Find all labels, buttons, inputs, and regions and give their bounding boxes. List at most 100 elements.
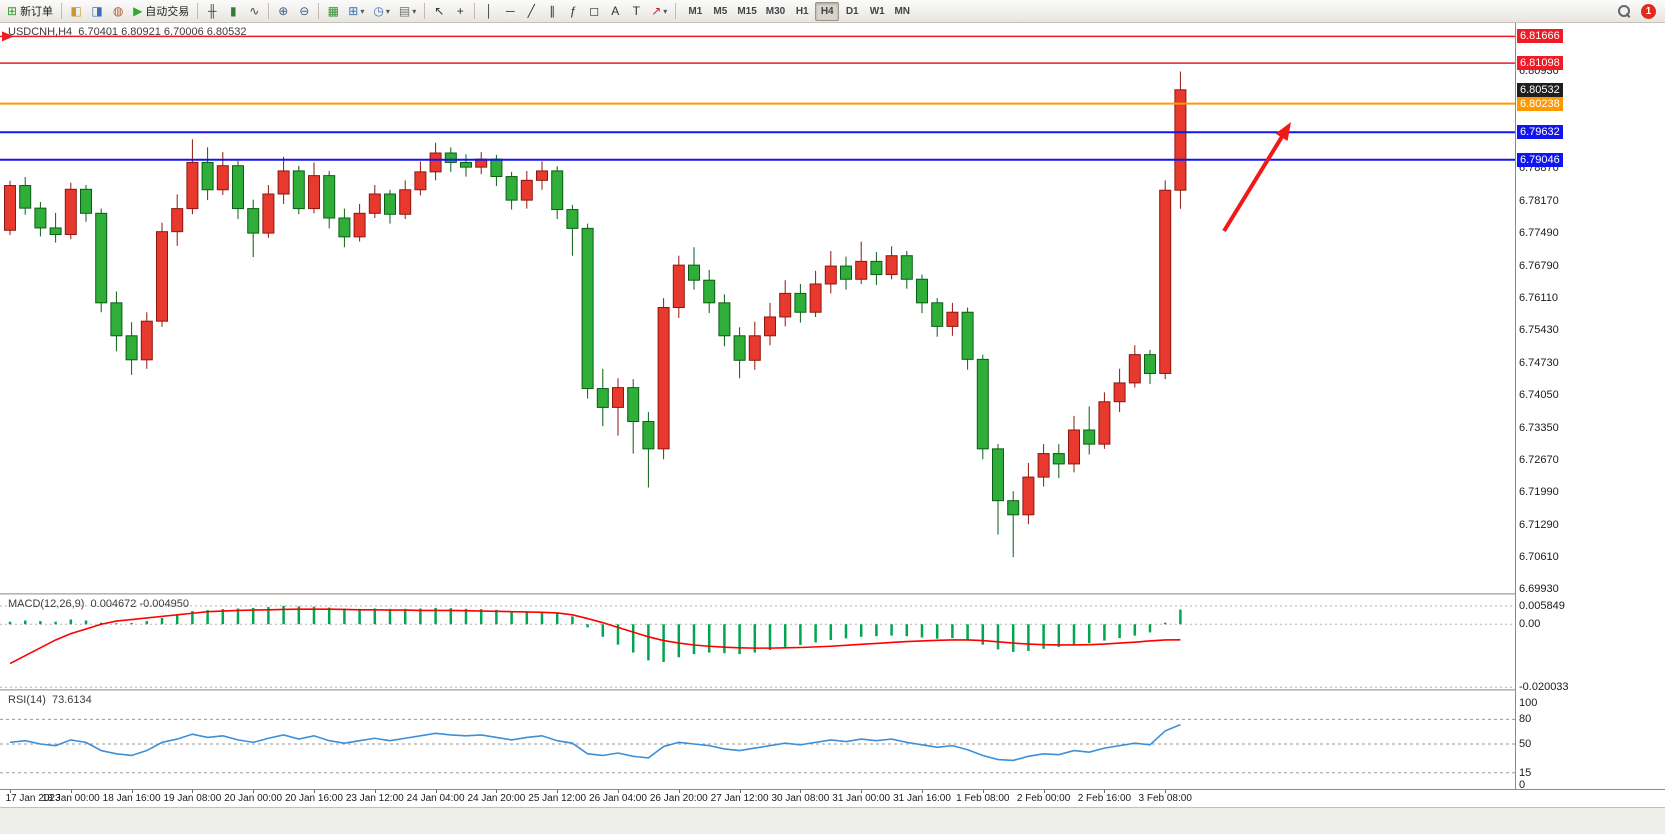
timeframe-button-m5[interactable]: M5	[713, 5, 728, 17]
candlestick-chart-button[interactable]: ▮	[223, 2, 243, 21]
time-axis-label: 18 Jan 00:00	[41, 793, 100, 804]
axis-price-label: 6.73350	[1519, 422, 1559, 435]
template-button[interactable]: ▤ ▾	[395, 2, 420, 21]
clock-icon: ◷	[373, 4, 384, 18]
time-axis[interactable]: 17 Jan 2023 18 Jan 00:00 18 Jan 16:00 19 Ja…	[0, 790, 1515, 807]
axis-price-label: 80	[1519, 713, 1532, 726]
trendline-icon: ╱	[527, 4, 535, 18]
arrows-button[interactable]: ↗ ▾	[647, 2, 671, 21]
price-chart-pane[interactable]: USDCNH,H4 6.70401 6.80921 6.70006 6.8053…	[0, 23, 1515, 593]
text-label-icon: T	[632, 4, 640, 18]
tile-windows-button[interactable]: ▦	[323, 2, 343, 21]
crosshair-button[interactable]: +	[450, 2, 470, 21]
candle	[140, 320, 153, 361]
candle	[156, 231, 168, 322]
candle	[536, 170, 548, 181]
candle	[916, 278, 928, 304]
candle	[292, 170, 305, 210]
auto-trading-button-label: 自动交易	[145, 6, 190, 18]
candle	[520, 179, 533, 201]
profiles-button[interactable]: ◧	[66, 2, 86, 21]
candle	[353, 212, 366, 238]
pane-splitter-macd[interactable]	[0, 593, 1665, 595]
time-tick	[253, 790, 255, 793]
candle	[931, 302, 944, 327]
candle	[566, 209, 579, 229]
macd-pane[interactable]: MACD(12,26,9) 0.004672 -0.004950	[0, 595, 1515, 689]
text-label-button[interactable]: T	[626, 2, 646, 21]
time-axis-label: 20 Jan 16:00	[285, 793, 343, 804]
candle	[1098, 401, 1111, 445]
time-tick	[739, 790, 741, 793]
zoom-out-button[interactable]: ⊖	[294, 2, 314, 21]
market-watch-button[interactable]: ◨	[87, 2, 107, 21]
timeframe-button-d1[interactable]: D1	[845, 5, 859, 17]
price-axis[interactable]: 6.80930 6.78870 6.78170 6.77490 6.76790 6.761…	[1515, 23, 1665, 791]
line-chart-button[interactable]: ∿	[244, 2, 264, 21]
shapes-button[interactable]: ◻	[584, 2, 604, 21]
candle	[946, 311, 959, 327]
candle	[1159, 189, 1172, 374]
notification-badge[interactable]: 1	[1641, 3, 1656, 19]
trendline-button[interactable]: ╱	[521, 2, 541, 21]
candle	[323, 175, 336, 219]
new-order-button-label: 新订单	[20, 6, 54, 18]
vertical-line-icon: │	[485, 4, 493, 18]
time-axis-label: 3 Feb 08:00	[1138, 793, 1192, 804]
candle	[384, 193, 396, 215]
time-tick	[374, 790, 376, 793]
time-tick	[922, 790, 923, 793]
pane-splitter-rsi[interactable]	[0, 689, 1665, 691]
price-badge: 6.80532	[1517, 82, 1563, 97]
chart-legend: USDCNH,H4 6.70401 6.80921 6.70006 6.8053…	[8, 26, 247, 38]
new-order-button[interactable]: ⊞ 新订单	[3, 2, 57, 21]
rsi-pane[interactable]: RSI(14) 73.6134	[0, 691, 1515, 789]
arrow-annotation[interactable]	[1222, 129, 1288, 233]
axis-price-label: 6.71290	[1519, 519, 1559, 532]
time-tick	[10, 790, 11, 793]
new-chart-button[interactable]: ⊞ ▾	[344, 2, 368, 21]
candle	[1052, 453, 1065, 465]
candle	[399, 189, 412, 215]
crosshair-icon: +	[456, 4, 464, 18]
timeframe-button-h1[interactable]: H1	[795, 5, 809, 17]
horizontal-line-button[interactable]: ─	[500, 2, 520, 21]
candle	[1113, 382, 1126, 403]
navigator-button[interactable]: ◍	[108, 2, 128, 21]
time-tick	[557, 790, 559, 793]
timeframe-button-mn[interactable]: MN	[894, 5, 910, 17]
candle	[186, 161, 199, 210]
cursor-button[interactable]: ↖	[429, 2, 449, 21]
time-tick	[131, 790, 133, 793]
vertical-line-button[interactable]: │	[479, 2, 499, 21]
time-tick	[435, 790, 437, 793]
fibonacci-button[interactable]: ƒ	[563, 2, 583, 21]
text-button[interactable]: A	[605, 2, 625, 21]
period-button[interactable]: ◷ ▾	[369, 2, 394, 21]
timeframe-button-w1[interactable]: W1	[869, 5, 885, 17]
zoom-in-button[interactable]: ⊕	[273, 2, 293, 21]
new-chart-icon: ⊞	[348, 4, 359, 18]
time-axis-label: 31 Jan 00:00	[832, 793, 891, 804]
candle	[992, 448, 1004, 502]
bar-chart-button[interactable]: ╫	[202, 2, 222, 21]
timeframe-button-m15[interactable]: M15	[737, 5, 757, 17]
timeframe-button-m30[interactable]: M30	[765, 5, 786, 17]
candle	[368, 193, 381, 214]
axis-price-label: 6.74730	[1519, 357, 1559, 370]
toolbar-right: 1	[1614, 2, 1662, 21]
search-button[interactable]	[1614, 2, 1635, 21]
candle	[733, 335, 746, 361]
timeframe-button-h4[interactable]: H4	[815, 1, 840, 21]
candle	[505, 176, 518, 201]
timeframe-button-m1[interactable]: M1	[688, 5, 703, 17]
channel-button[interactable]: ∥	[542, 2, 562, 21]
chevron-down-icon: ▾	[385, 6, 390, 16]
tile-windows-icon: ▦	[327, 4, 339, 18]
rsi-svg	[0, 718, 1515, 774]
auto-trading-button[interactable]: ▶ 自动交易	[129, 2, 193, 21]
time-axis-label: 26 Jan 04:00	[589, 793, 647, 804]
candle	[1174, 89, 1187, 191]
axis-price-label: 6.71990	[1519, 486, 1559, 499]
